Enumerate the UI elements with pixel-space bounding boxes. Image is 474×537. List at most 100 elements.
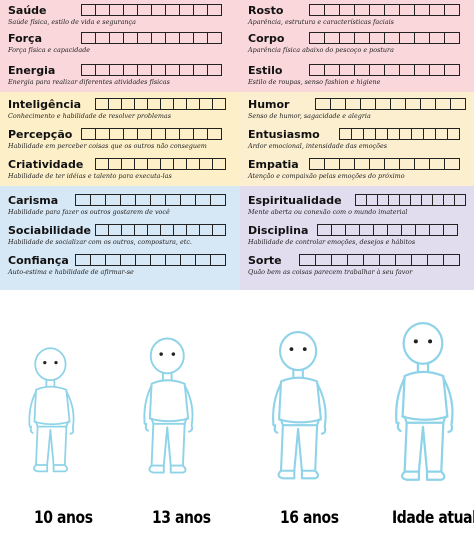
score-box[interactable] (134, 224, 148, 236)
score-box[interactable] (339, 64, 355, 76)
score-box[interactable] (450, 98, 466, 110)
score-box[interactable] (414, 4, 430, 16)
score-box[interactable] (121, 98, 135, 110)
score-box[interactable] (369, 64, 385, 76)
score-box[interactable] (90, 254, 106, 266)
score-box[interactable] (109, 32, 124, 44)
score-box[interactable] (150, 254, 166, 266)
score-box[interactable] (390, 98, 406, 110)
score-box[interactable] (109, 128, 124, 140)
score-box[interactable] (207, 64, 222, 76)
score-box[interactable] (210, 254, 226, 266)
score-box[interactable] (360, 98, 376, 110)
score-box[interactable] (120, 194, 136, 206)
score-box[interactable] (81, 64, 96, 76)
score-box[interactable] (134, 158, 148, 170)
score-box[interactable] (447, 128, 460, 140)
score-box[interactable] (387, 224, 402, 236)
score-box[interactable] (90, 194, 106, 206)
score-box[interactable] (399, 64, 415, 76)
score-box[interactable] (210, 194, 226, 206)
score-box[interactable] (354, 64, 370, 76)
score-box[interactable] (324, 158, 340, 170)
score-box[interactable] (444, 64, 460, 76)
score-box[interactable] (384, 4, 400, 16)
score-box[interactable] (454, 194, 466, 206)
score-box[interactable] (317, 224, 332, 236)
score-box[interactable] (160, 224, 174, 236)
score-box[interactable] (207, 128, 222, 140)
score-box[interactable] (109, 4, 124, 16)
score-box[interactable] (309, 64, 325, 76)
score-box[interactable] (151, 64, 166, 76)
score-box[interactable] (165, 4, 180, 16)
score-box[interactable] (179, 4, 194, 16)
score-box[interactable] (137, 128, 152, 140)
score-box[interactable] (315, 98, 331, 110)
score-box[interactable] (123, 4, 138, 16)
score-box[interactable] (165, 194, 181, 206)
score-box[interactable] (199, 224, 213, 236)
score-box[interactable] (339, 4, 355, 16)
score-box[interactable] (315, 254, 332, 266)
score-box[interactable] (369, 4, 385, 16)
score-box[interactable] (134, 98, 148, 110)
score-box[interactable] (123, 128, 138, 140)
score-box[interactable] (429, 4, 445, 16)
score-box[interactable] (95, 128, 110, 140)
score-box[interactable] (330, 98, 346, 110)
score-box[interactable] (324, 32, 340, 44)
score-box[interactable] (186, 98, 200, 110)
score-box[interactable] (81, 128, 96, 140)
score-box[interactable] (411, 254, 428, 266)
score-box[interactable] (123, 64, 138, 76)
score-box[interactable] (309, 158, 325, 170)
score-box[interactable] (75, 254, 91, 266)
score-box[interactable] (345, 224, 360, 236)
score-box[interactable] (363, 254, 380, 266)
score-box[interactable] (399, 158, 415, 170)
score-box[interactable] (444, 32, 460, 44)
score-box[interactable] (137, 32, 152, 44)
score-box[interactable] (399, 4, 415, 16)
score-box[interactable] (95, 4, 110, 16)
score-box[interactable] (373, 224, 388, 236)
score-box[interactable] (165, 64, 180, 76)
score-box[interactable] (309, 4, 325, 16)
score-box[interactable] (179, 128, 194, 140)
score-box[interactable] (331, 224, 346, 236)
score-box[interactable] (420, 98, 436, 110)
score-box[interactable] (384, 158, 400, 170)
score-box[interactable] (429, 158, 445, 170)
score-box[interactable] (95, 158, 109, 170)
score-box[interactable] (179, 64, 194, 76)
score-box[interactable] (414, 64, 430, 76)
score-box[interactable] (354, 32, 370, 44)
score-box[interactable] (186, 158, 200, 170)
score-box[interactable] (95, 32, 110, 44)
score-box[interactable] (193, 4, 208, 16)
score-box[interactable] (109, 64, 124, 76)
score-box[interactable] (429, 64, 445, 76)
score-box[interactable] (339, 158, 355, 170)
score-box[interactable] (150, 194, 166, 206)
score-box[interactable] (151, 128, 166, 140)
score-box[interactable] (179, 32, 194, 44)
score-box[interactable] (195, 194, 211, 206)
score-box[interactable] (95, 224, 109, 236)
score-box[interactable] (173, 224, 187, 236)
score-box[interactable] (354, 158, 370, 170)
score-box[interactable] (151, 32, 166, 44)
score-box[interactable] (147, 98, 161, 110)
score-box[interactable] (108, 224, 122, 236)
score-box[interactable] (193, 64, 208, 76)
score-box[interactable] (186, 224, 200, 236)
score-box[interactable] (299, 254, 316, 266)
score-box[interactable] (444, 158, 460, 170)
score-box[interactable] (123, 32, 138, 44)
score-box[interactable] (212, 224, 226, 236)
score-box[interactable] (199, 158, 213, 170)
score-box[interactable] (384, 32, 400, 44)
score-box[interactable] (444, 4, 460, 16)
score-box[interactable] (173, 98, 187, 110)
